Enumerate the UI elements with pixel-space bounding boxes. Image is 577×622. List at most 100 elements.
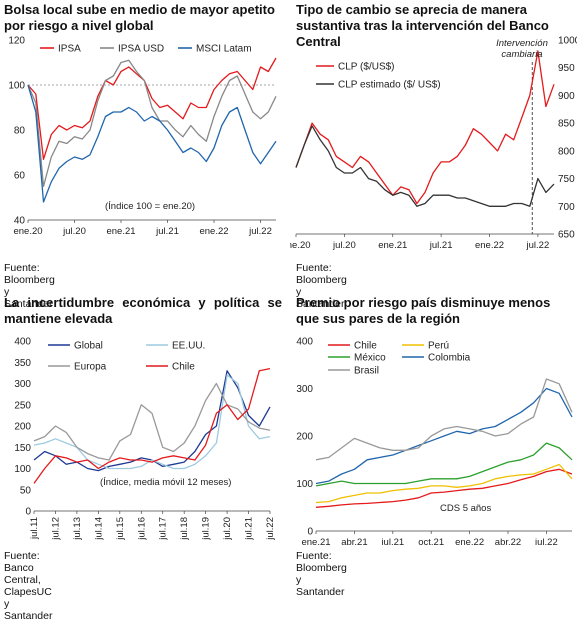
y-tick-label: 350: [14, 358, 31, 369]
x-tick-label: abr.22: [495, 537, 521, 545]
y-tick-label: 200: [14, 422, 31, 433]
y-tick-label: 200: [296, 432, 313, 443]
y-tick-label: 400: [14, 337, 31, 348]
x-tick-label: jul.19: [201, 517, 212, 541]
y-tick-label: 100: [8, 81, 25, 92]
x-tick-label: jul.22: [265, 517, 276, 541]
y-tick-label: 40: [14, 216, 26, 227]
x-tick-label: jul.21: [155, 226, 179, 237]
chart-title-1: Bolsa local sube en medio de mayor apeti…: [4, 2, 275, 33]
legend-label-1: CLP ($/US$): [338, 62, 395, 73]
series-line-1: [315, 468, 573, 508]
annotation-line-1: Intervención: [496, 38, 548, 49]
legend-label-4: Colombia: [428, 353, 471, 364]
legend-label-1: Global: [74, 341, 103, 352]
chart-title-4: Premio por riesgo país disminuye menos q…: [296, 295, 551, 326]
series-line-3: [27, 84, 277, 203]
legend-label-3: MSCI Latam: [196, 44, 252, 55]
x-tick-label: jul.11: [29, 517, 40, 540]
legend-label-2: CLP estimado ($/ US$): [338, 80, 441, 91]
series-line-2: [33, 374, 271, 470]
chart-4: 0 100 200 300 400 ene.21 abr.21 jul.21 oct.21 ene…: [296, 337, 573, 545]
x-tick-label: ene.21: [301, 537, 330, 545]
y-tick-label: 950: [558, 63, 575, 74]
x-tick-label: jul.16: [136, 517, 147, 541]
y-tick-label: 300: [14, 379, 31, 390]
series-line-4: [33, 367, 271, 484]
x-tick-label: ene.20: [290, 240, 311, 251]
y-tick-label: 100: [296, 479, 313, 490]
x-tick-label: jul.22: [248, 226, 272, 237]
x-tick-label: ene.20: [13, 226, 42, 237]
chart-1: 40 60 80 100 120 ene.20 jul.20 ene.21 jul.21 ene.…: [8, 36, 277, 237]
x-tick-label: oct.21: [418, 537, 444, 545]
x-tick-label: jul.20: [332, 240, 356, 251]
annotation: (Índice 100 = ene.20): [105, 201, 195, 212]
x-tick-label: ene.21: [106, 226, 135, 237]
chart-source-1: Fuente: Bloomberg y Santander: [4, 262, 55, 310]
y-tick-label: 1000: [558, 36, 577, 47]
y-tick-label: 80: [14, 126, 26, 137]
series-line-5: [315, 378, 573, 461]
x-tick-label: jul.12: [50, 517, 61, 541]
x-tick-label: jul.13: [72, 517, 83, 541]
y-tick-label: 850: [558, 119, 575, 130]
x-tick-label: abr.21: [341, 537, 367, 545]
x-tick-label: ene.22: [199, 226, 228, 237]
y-tick-label: 700: [558, 202, 575, 213]
series-line-2: [27, 59, 277, 187]
x-tick-label: jul.21: [429, 240, 453, 251]
legend-label-1: Chile: [354, 341, 377, 352]
series-line-1: [33, 370, 271, 472]
x-tick-label: jul.14: [93, 517, 104, 541]
y-tick-label: 650: [558, 230, 575, 241]
x-tick-label: jul.17: [158, 517, 169, 541]
x-tick-label: ene.21: [378, 240, 407, 251]
legend-label-5: Brasil: [354, 366, 379, 377]
y-tick-label: 60: [14, 171, 26, 182]
chart-2: 650 700 750 800 850 900 950 1000 ene.20 jul.20 ene…: [290, 36, 577, 252]
y-tick-label: 0: [307, 527, 313, 538]
legend-label-3: México: [354, 353, 386, 364]
legend-label-1: IPSA: [58, 44, 81, 55]
y-tick-label: 150: [14, 443, 31, 454]
y-tick-label: 250: [14, 400, 31, 411]
annotation-line-2: cambiaria: [501, 49, 542, 60]
x-tick-label: jul.21: [244, 517, 255, 541]
x-tick-label: jul.22: [526, 240, 550, 251]
series-line-2: [295, 125, 555, 207]
y-tick-label: 800: [558, 146, 575, 157]
series-line-4: [315, 387, 573, 485]
series-line-3: [33, 382, 271, 461]
legend-label-2: Perú: [428, 341, 449, 352]
annotation: CDS 5 años: [440, 503, 491, 514]
chart-3: 0 50 100 150 200 250 300 350 400 jul.11 jul.12 jul.…: [14, 337, 276, 541]
chart-title-3: La incertidumbre económica y política se…: [4, 295, 282, 326]
x-tick-label: jul.20: [62, 226, 86, 237]
x-tick-label: jul.20: [222, 517, 233, 541]
y-tick-label: 400: [296, 337, 313, 348]
series-line-2: [315, 463, 573, 504]
y-tick-label: 0: [25, 507, 31, 518]
x-tick-label: ene.22: [455, 537, 484, 545]
series-line-3: [315, 442, 573, 487]
legend-label-2: EE.UU.: [172, 341, 205, 352]
chart-source-4: Fuente: Bloomberg y Santander: [296, 550, 347, 598]
y-tick-label: 100: [14, 464, 31, 475]
y-tick-label: 300: [296, 384, 313, 395]
x-tick-label: jul.18: [179, 517, 190, 541]
legend-label-3: Europa: [74, 362, 107, 373]
y-tick-label: 750: [558, 174, 575, 185]
chart-source-2: Fuente: Bloomberg y Santander: [296, 262, 347, 310]
chart-title-2: Tipo de cambio se aprecia de manera sust…: [296, 2, 549, 49]
legend-label-2: IPSA USD: [118, 44, 164, 55]
annotation: Intervención cambiaria: [496, 38, 548, 60]
chart-source-3: Fuente: Banco Central, ClapesUC y Santan…: [4, 550, 53, 622]
y-tick-label: 50: [20, 485, 32, 496]
y-tick-label: 900: [558, 91, 575, 102]
legend-label-4: Chile: [172, 362, 195, 373]
series-line-1: [27, 57, 277, 160]
x-tick-label: jul.22: [534, 537, 558, 545]
x-tick-label: ene.22: [475, 240, 504, 251]
y-tick-label: 120: [8, 36, 25, 47]
